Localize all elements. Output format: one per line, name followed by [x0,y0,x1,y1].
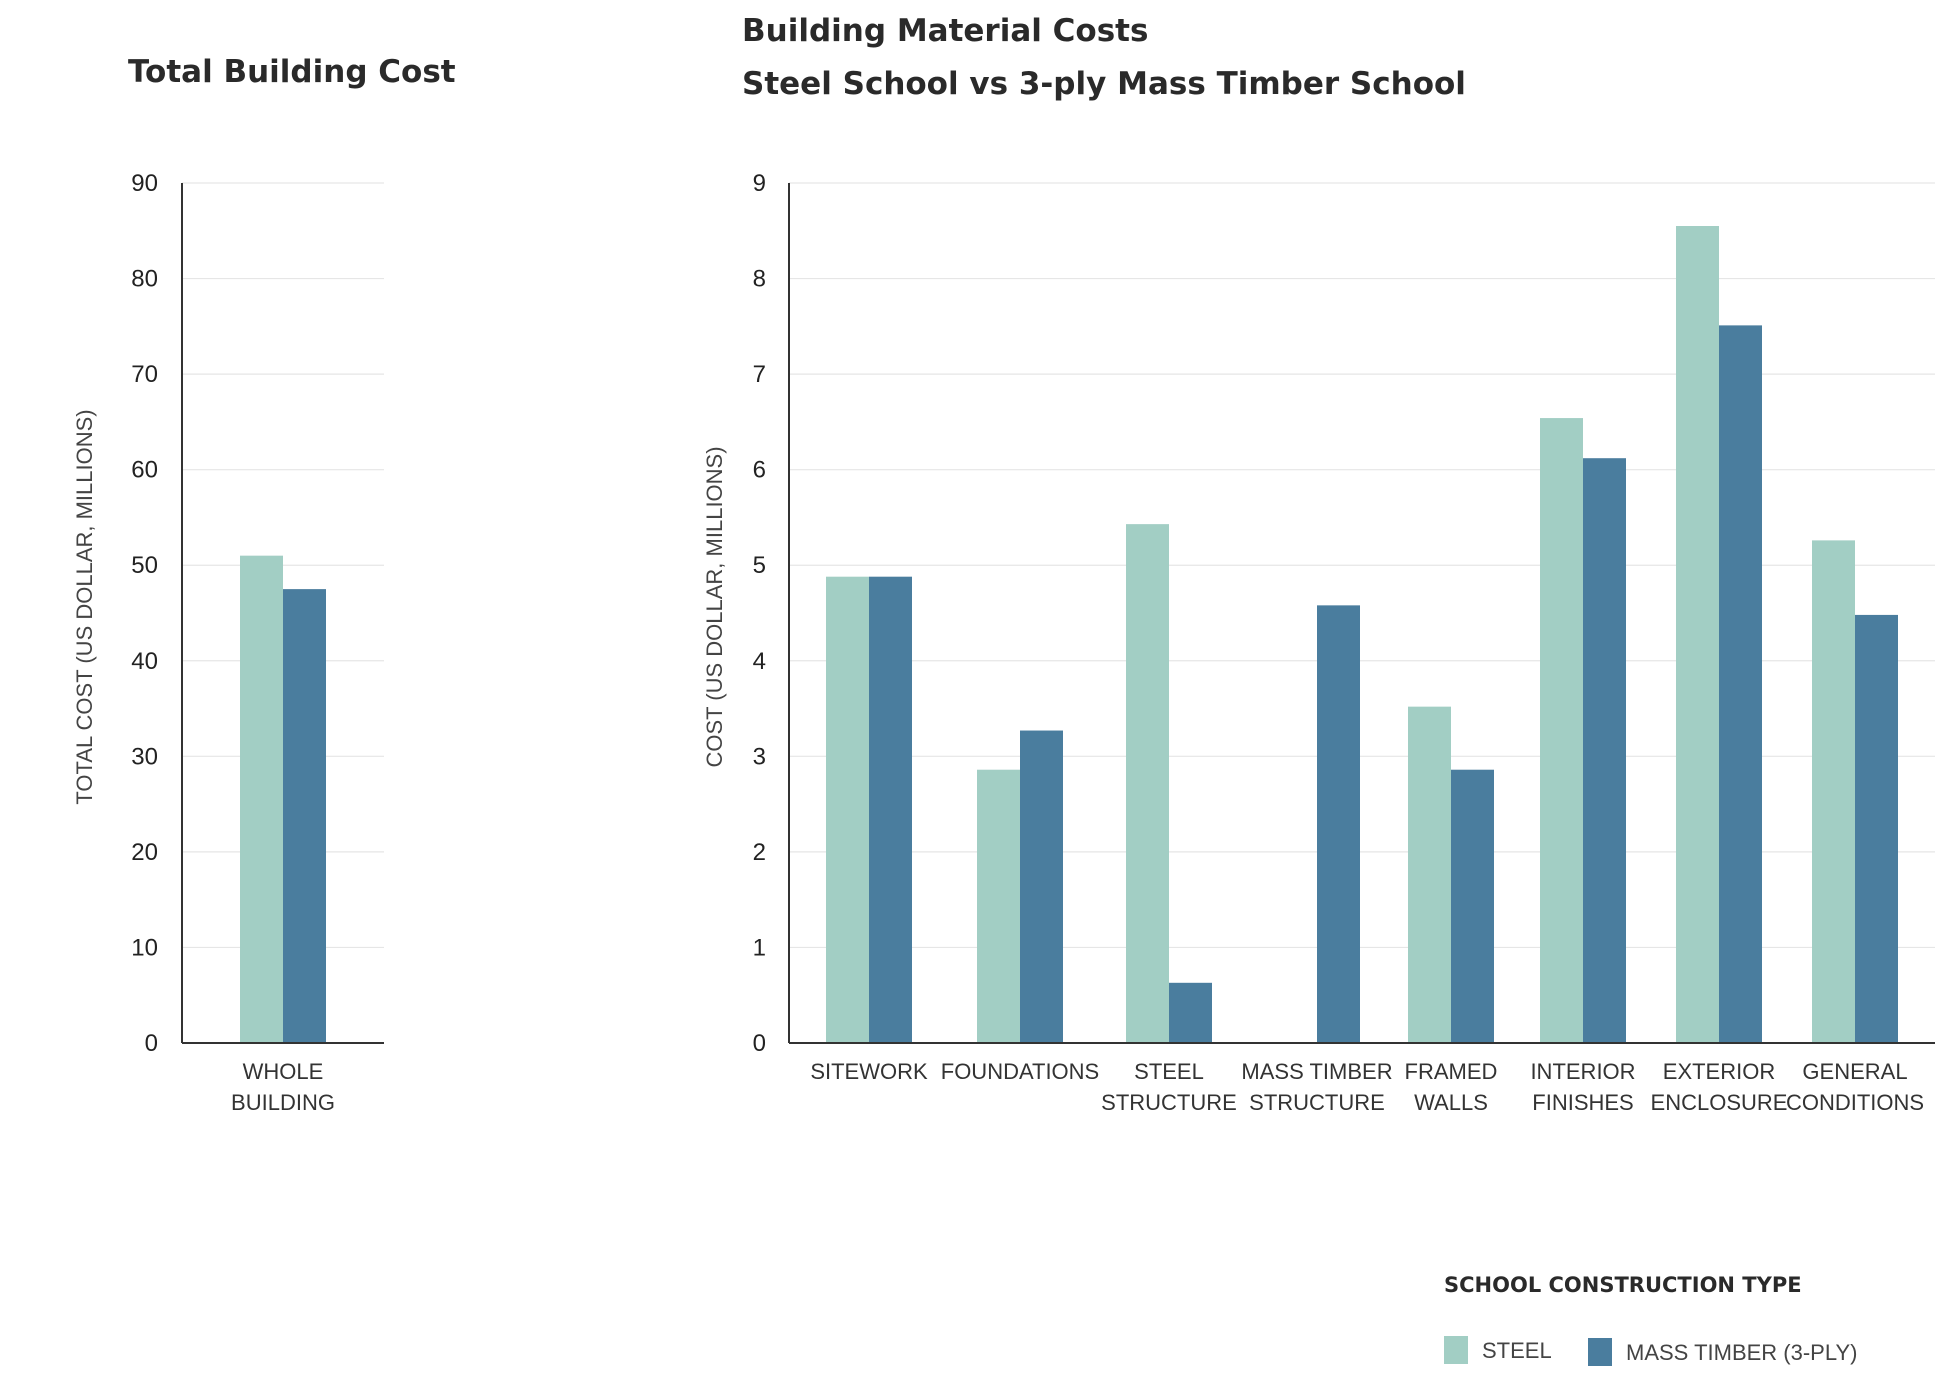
legend-label-steel: STEEL [1482,1338,1552,1363]
right-bar-steel [826,576,869,1043]
left-y-tick-label: 80 [131,266,158,293]
left-y-axis-label: TOTAL COST (US DOLLAR, MILLIONS) [72,409,97,804]
right-bar-mass-timber [1583,458,1626,1043]
right-x-category-label: GENERAL CONDITIONS [1786,1059,1924,1115]
right-x-category-label: MASS TIMBER STRUCTURE [1241,1059,1392,1115]
right-x-category-label: EXTERIOR ENCLOSURE [1651,1059,1788,1115]
right-y-tick-label: 1 [753,934,766,961]
right-bar-mass-timber [1317,605,1360,1043]
right-bar-steel [1126,524,1169,1043]
left-x-category-label: WHOLE BUILDING [231,1059,335,1115]
right-x-category-label: FOUNDATIONS [941,1059,1099,1084]
right-x-category-label: INTERIOR FINISHES [1530,1059,1635,1115]
right-bar-mass-timber [1020,730,1063,1043]
right-bar-mass-timber [1719,325,1762,1043]
left-y-tick-label: 90 [131,170,158,197]
right-x-category-label: STEEL STRUCTURE [1101,1059,1237,1115]
left-y-tick-label: 60 [131,457,158,484]
left-y-tick-label: 20 [131,839,158,866]
right-y-tick-label: 7 [753,361,766,388]
right-chart-title: Building Material Costs [742,13,1148,49]
right-y-tick-label: 2 [753,839,766,866]
right-chart-subtitle: Steel School vs 3-ply Mass Timber School [742,66,1466,102]
left-y-tick-label: 70 [131,361,158,388]
right-y-tick-label: 8 [753,266,766,293]
right-y-tick-label: 3 [753,743,766,770]
left-chart-title: Total Building Cost [128,54,456,90]
left-bar-mass-timber [283,589,326,1043]
right-bar-steel [1408,706,1451,1043]
left-bar-steel [240,555,283,1043]
right-bar-mass-timber [1451,769,1494,1043]
left-y-tick-label: 0 [145,1030,158,1057]
right-bar-mass-timber [1855,614,1898,1043]
left-y-tick-label: 10 [131,934,158,961]
right-x-category-label: FRAMED WALLS [1405,1059,1498,1115]
legend-swatch-steel [1444,1336,1468,1364]
right-x-category-label: SITEWORK [810,1059,928,1084]
left-y-tick-label: 30 [131,743,158,770]
right-bar-steel [1540,418,1583,1044]
left-y-tick-label: 50 [131,552,158,579]
right-y-tick-label: 9 [753,170,766,197]
legend-label-mass-timber: MASS TIMBER (3-PLY) [1626,1340,1857,1365]
right-plot-area: 0 1 2 3 4 5 6 7 8 9 SITEWORK FOUNDATIONS STEEL STRUCT… [753,170,1935,1115]
right-y-tick-label: 0 [753,1030,766,1057]
left-y-tick-label: 40 [131,648,158,675]
right-bar-steel [1812,540,1855,1043]
right-bar-steel [977,769,1020,1043]
legend-title: SCHOOL CONSTRUCTION TYPE [1444,1273,1802,1297]
right-y-tick-label: 4 [753,648,766,675]
right-bar-steel [1676,226,1719,1043]
right-bar-mass-timber [869,576,912,1043]
legend-swatch-mass-timber [1588,1338,1612,1366]
right-y-axis-label: COST (US DOLLAR, MILLIONS) [702,446,727,767]
right-y-tick-label: 5 [753,552,766,579]
left-plot-area: 0 10 20 30 40 50 60 70 80 90 WHOLE BUILDING [131,170,384,1115]
right-y-tick-label: 6 [753,457,766,484]
right-bar-mass-timber [1169,982,1212,1043]
legend: SCHOOL CONSTRUCTION TYPE STEEL MASS TIMB… [1444,1273,1857,1366]
